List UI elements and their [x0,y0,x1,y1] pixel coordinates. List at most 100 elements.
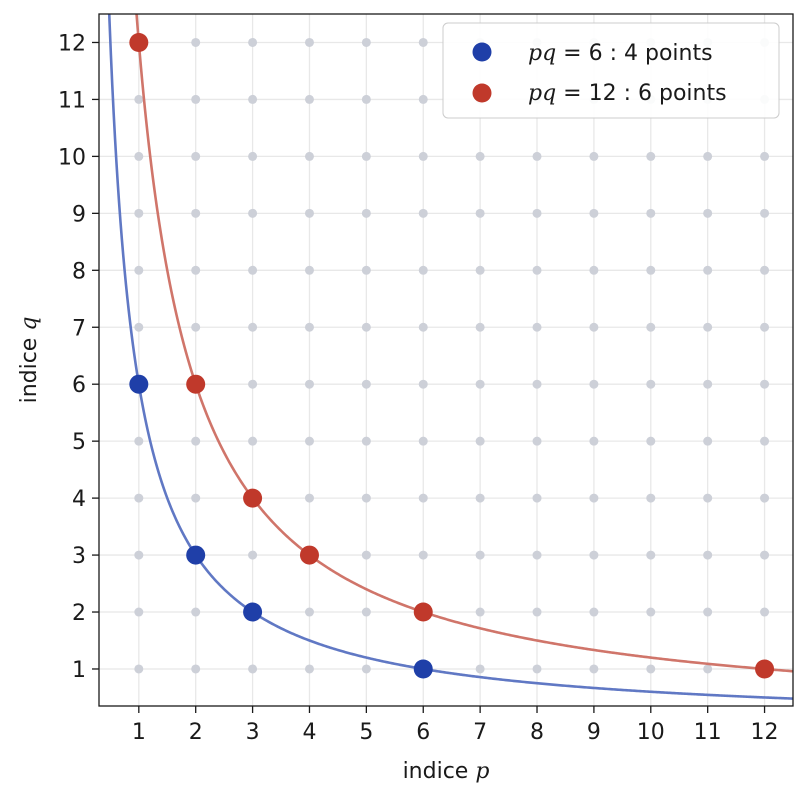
lattice-point-5-12 [361,37,371,47]
x-tick-label-1: 1 [132,720,146,745]
lattice-point-8-7 [532,322,542,332]
lattice-point-4-5 [304,436,314,446]
plot-background [99,14,793,706]
lattice-point-1-4 [134,493,144,503]
lattice-point-12-2 [760,607,770,617]
lattice-point-4-6 [304,379,314,389]
lattice-point-3-1 [248,664,258,674]
lattice-point-12-7 [760,322,770,332]
lattice-point-10-8 [646,265,656,275]
y-tick-label-11: 11 [58,88,86,113]
y-tick-label-2: 2 [72,601,86,626]
lattice-point-6-8 [418,265,428,275]
lattice-point-1-9 [134,208,144,218]
x-axis-label-var: p [475,759,489,784]
lattice-point-7-9 [475,208,485,218]
y-tick-label-3: 3 [72,544,86,569]
lattice-point-1-7 [134,322,144,332]
lattice-point-7-6 [475,379,485,389]
x-axis-label: indice p [403,759,490,784]
curve-pq-6 [107,14,793,700]
lattice-point-10-5 [646,436,656,446]
lattice-point-5-1 [361,664,371,674]
lattice-point-6-7 [418,322,428,332]
point-pq12-4-3 [299,545,319,565]
lattice-point-2-8 [191,265,201,275]
lattice-point-4-9 [304,208,314,218]
x-tick-label-3: 3 [246,720,260,745]
lattice-point-7-4 [475,493,485,503]
y-axis-label: indice q [17,317,42,404]
lattice-point-2-9 [191,208,201,218]
point-pq12-3-4 [243,488,263,508]
lattice-point-4-11 [304,94,314,104]
data-points [129,32,775,679]
legend-entry-pq12-eq: = [556,81,588,106]
x-tick-label-4: 4 [302,720,316,745]
lattice-point-10-10 [646,151,656,161]
lattice-point-6-10 [418,151,428,161]
point-pq6-2-3 [186,545,206,565]
x-tick-label-12: 12 [751,720,779,745]
x-axis-ticks: 1 2 3 4 5 6 7 8 9 10 11 12 [132,706,779,745]
y-tick-label-12: 12 [58,31,86,56]
lattice-point-6-3 [418,550,428,560]
lattice-point-11-7 [703,322,713,332]
lattice-point-4-8 [304,265,314,275]
lattice-point-4-2 [304,607,314,617]
lattice-point-3-8 [248,265,258,275]
lattice-point-10-9 [646,208,656,218]
y-tick-label-8: 8 [72,259,86,284]
point-pq12-6-2 [413,602,433,622]
point-pq12-2-6 [186,374,206,394]
lattice-point-4-10 [304,151,314,161]
lattice-point-3-6 [248,379,258,389]
lattice-point-9-10 [589,151,599,161]
lattice-point-1-1 [134,664,144,674]
lattice-point-7-5 [475,436,485,446]
point-pq12-12-1 [755,659,775,679]
lattice-point-12-6 [760,379,770,389]
legend-marker-pq12 [472,83,492,103]
lattice-point-5-8 [361,265,371,275]
lattice-point-5-9 [361,208,371,218]
lattice-point-11-1 [703,664,713,674]
hyperbola-curves [107,14,793,700]
y-tick-label-4: 4 [72,487,86,512]
lattice-point-5-10 [361,151,371,161]
lattice-point-11-9 [703,208,713,218]
lattice-point-2-5 [191,436,201,446]
lattice-point-3-3 [248,550,258,560]
lattice-point-9-1 [589,664,599,674]
lattice-point-7-10 [475,151,485,161]
legend-entry-pq12-var: pq [528,81,556,106]
background-lattice [134,37,770,674]
lattice-point-11-8 [703,265,713,275]
legend-entry-pq12: pq = 12 : 6 points [528,81,727,106]
lattice-point-2-1 [191,664,201,674]
lattice-point-10-2 [646,607,656,617]
lattice-point-9-5 [589,436,599,446]
lattice-point-10-7 [646,322,656,332]
grid-lines [99,14,793,706]
lattice-point-7-3 [475,550,485,560]
legend-box [442,22,780,119]
lattice-point-12-10 [760,151,770,161]
lattice-point-1-3 [134,550,144,560]
lattice-point-2-7 [191,322,201,332]
legend-marker-pq6 [472,42,492,62]
lattice-point-5-5 [361,436,371,446]
lattice-point-9-6 [589,379,599,389]
x-axis-label-text: indice [403,759,476,784]
lattice-point-7-7 [475,322,485,332]
lattice-point-12-8 [760,265,770,275]
y-tick-label-9: 9 [72,202,86,227]
lattice-point-11-2 [703,607,713,617]
lattice-point-3-5 [248,436,258,446]
legend: pq = 6 : 4 points pq = 12 : 6 points [442,22,780,119]
y-tick-label-10: 10 [58,145,86,170]
lattice-point-8-6 [532,379,542,389]
lattice-point-2-10 [191,151,201,161]
lattice-point-6-9 [418,208,428,218]
x-tick-label-6: 6 [416,720,430,745]
